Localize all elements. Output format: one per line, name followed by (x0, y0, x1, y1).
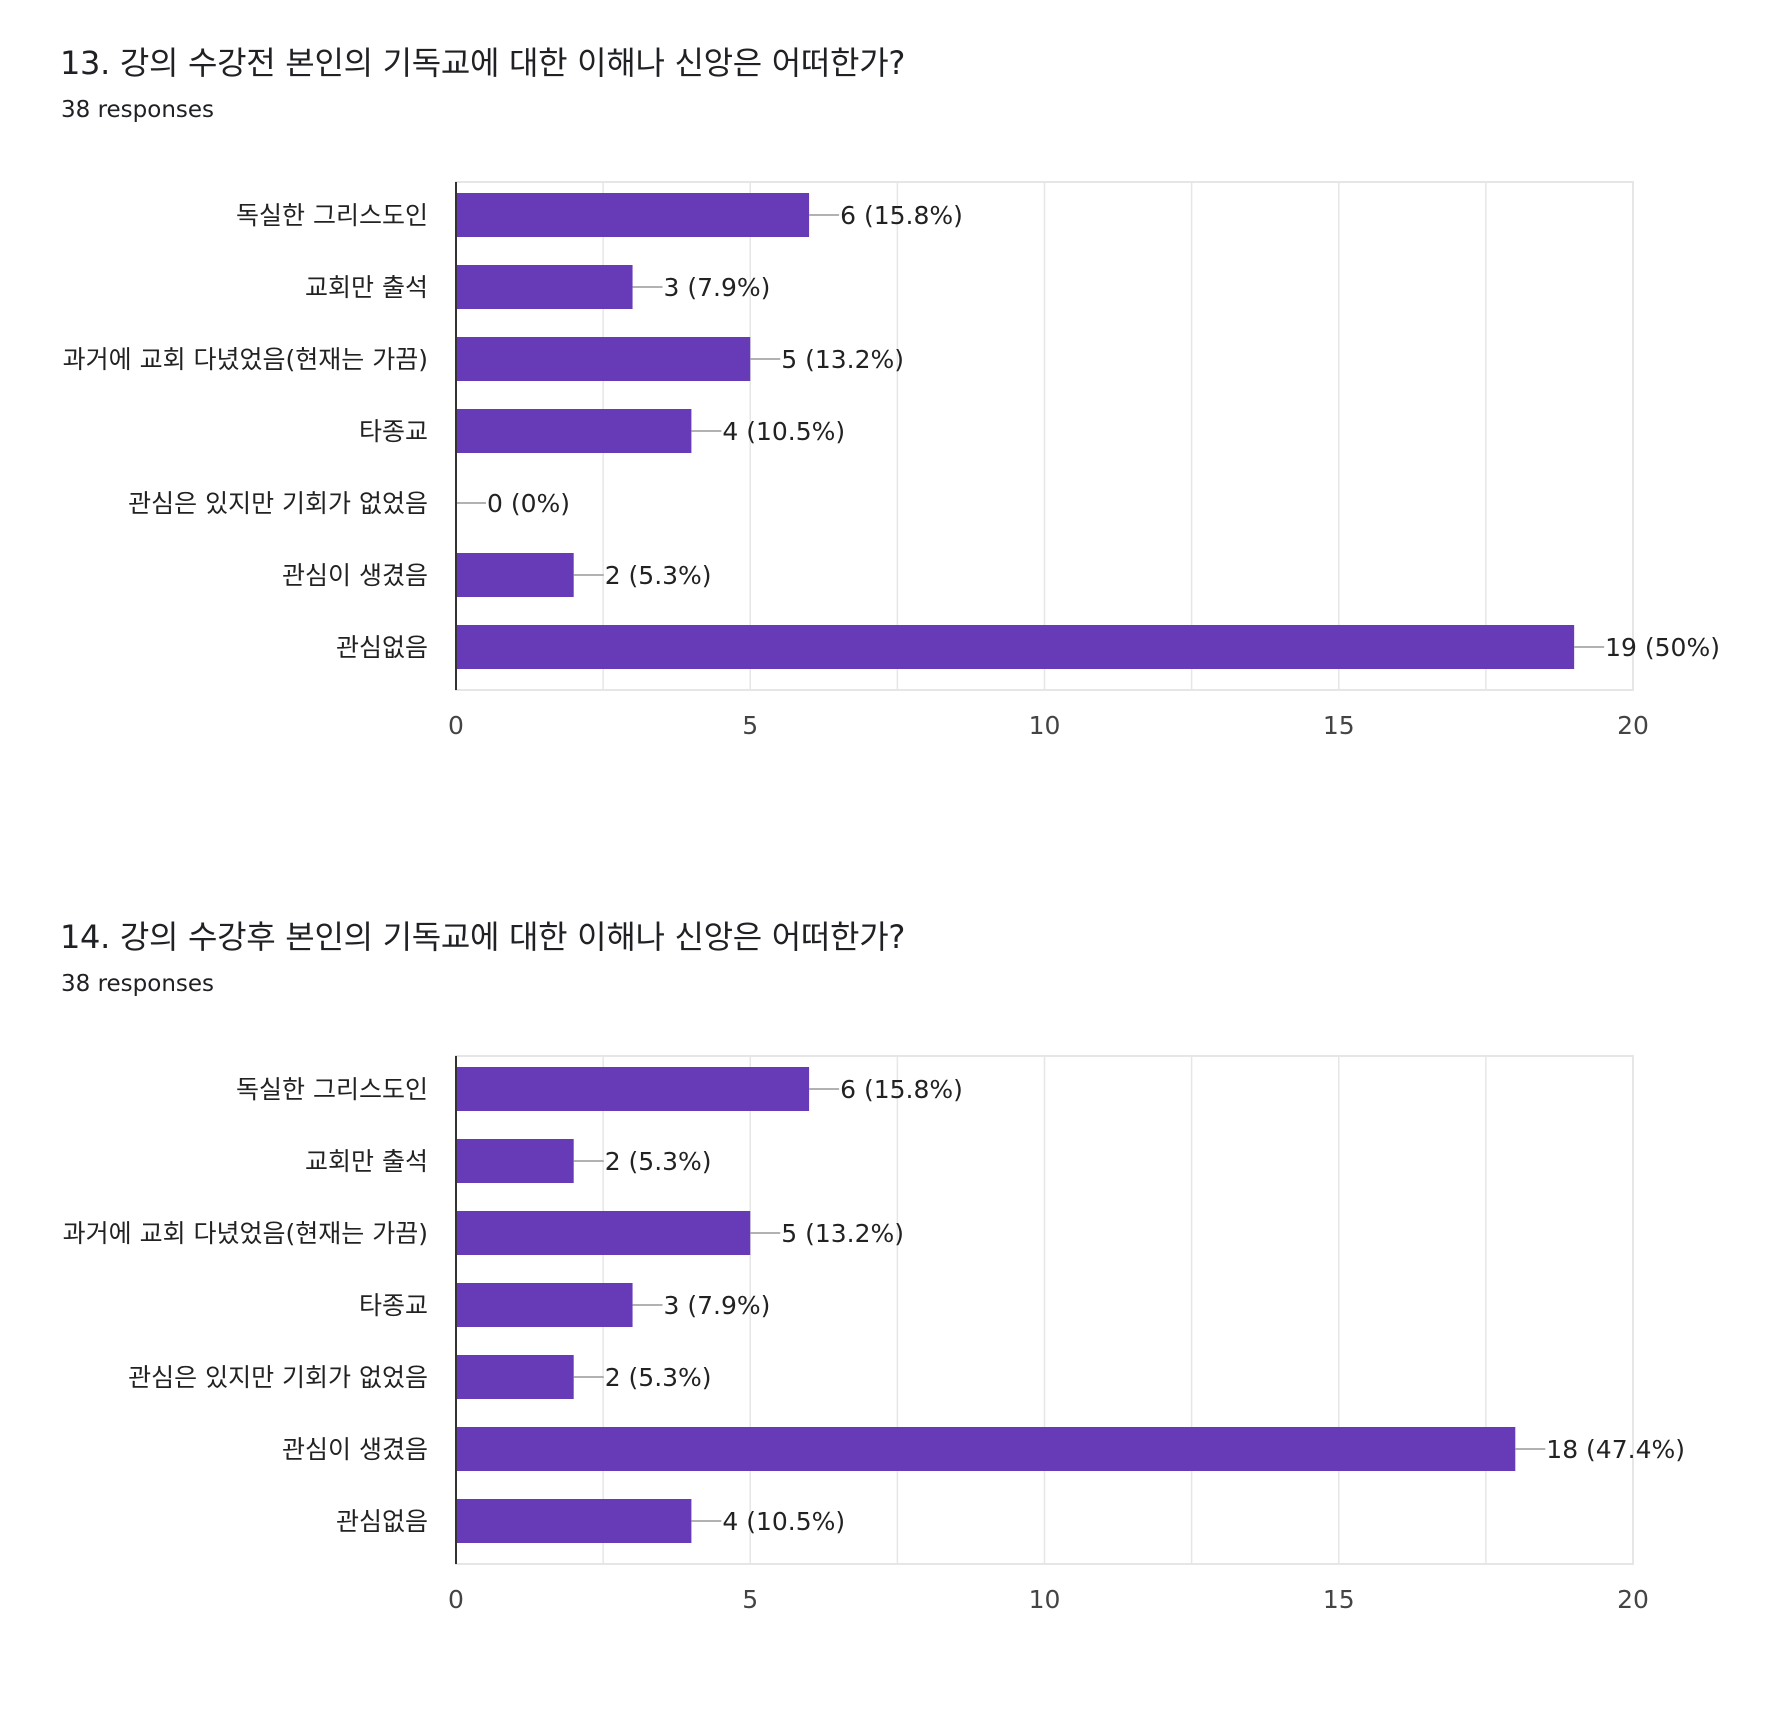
question-14-card: 14. 강의 수강후 본인의 기독교에 대한 이해나 신앙은 어떠한가? 38 … (0, 874, 1788, 1734)
bar (456, 193, 810, 237)
bar-chart: 6 (15.8%) 독실한 그리스도인 2 (5.3%) 교회만 출석 5 (13.2%… (63, 1055, 1685, 1614)
data-label: 2 (5.3%) (605, 561, 712, 590)
x-tick-label: 15 (1323, 711, 1355, 740)
data-label: 0 (0%) (487, 489, 570, 518)
bar (456, 409, 692, 453)
bar (456, 1211, 751, 1255)
data-label: 18 (47.4%) (1546, 1435, 1685, 1464)
bar (456, 265, 633, 309)
category-label: 과거에 교회 다녔었음(현재는 가끔) (63, 1219, 428, 1248)
data-label: 19 (50%) (1605, 633, 1720, 662)
question-13-card: 13. 강의 수강전 본인의 기독교에 대한 이해나 신앙은 어떠한가? 38 … (0, 0, 1788, 860)
x-tick-label: 20 (1617, 711, 1649, 740)
response-count: 38 responses (61, 971, 215, 997)
category-label: 교회만 출석 (305, 273, 428, 302)
data-label: 4 (10.5%) (722, 417, 845, 446)
bar (456, 1067, 810, 1111)
bar (456, 1139, 574, 1183)
x-tick-label: 0 (448, 711, 464, 740)
data-label: 5 (13.2%) (781, 1219, 904, 1248)
category-label: 과거에 교회 다녔었음(현재는 가끔) (63, 345, 428, 374)
category-label: 관심은 있지만 기회가 없었음 (128, 1363, 428, 1392)
category-label: 관심이 생겼음 (282, 1435, 428, 1464)
data-label: 2 (5.3%) (605, 1147, 712, 1176)
x-tick-label: 10 (1029, 711, 1061, 740)
bar (456, 553, 574, 597)
question-title: 14. 강의 수강후 본인의 기독교에 대한 이해나 신앙은 어떠한가? (60, 918, 906, 956)
x-tick-label: 15 (1323, 1585, 1355, 1614)
response-count: 38 responses (61, 97, 215, 123)
category-label: 관심없음 (336, 1507, 428, 1536)
data-label: 6 (15.8%) (840, 201, 963, 230)
data-label: 4 (10.5%) (722, 1507, 845, 1536)
x-tick-label: 20 (1617, 1585, 1649, 1614)
data-label: 6 (15.8%) (840, 1075, 963, 1104)
question-title: 13. 강의 수강전 본인의 기독교에 대한 이해나 신앙은 어떠한가? (60, 44, 906, 82)
category-label: 교회만 출석 (305, 1147, 428, 1176)
bar (456, 625, 1575, 669)
x-tick-label: 5 (742, 711, 758, 740)
bar-chart: 6 (15.8%) 독실한 그리스도인 3 (7.9%) 교회만 출석 5 (13.2%… (63, 181, 1720, 740)
data-label: 3 (7.9%) (664, 273, 771, 302)
category-label: 독실한 그리스도인 (236, 1075, 428, 1104)
category-label: 타종교 (359, 417, 428, 446)
data-label: 2 (5.3%) (605, 1363, 712, 1392)
data-label: 3 (7.9%) (664, 1291, 771, 1320)
bar (456, 1427, 1516, 1471)
category-label: 타종교 (359, 1291, 428, 1320)
category-label: 관심없음 (336, 633, 428, 662)
category-label: 관심은 있지만 기회가 없었음 (128, 489, 428, 518)
bar (456, 1499, 692, 1543)
bar (456, 1355, 574, 1399)
bar (456, 337, 751, 381)
category-label: 관심이 생겼음 (282, 561, 428, 590)
bar (456, 1283, 633, 1327)
x-tick-label: 5 (742, 1585, 758, 1614)
x-tick-label: 0 (448, 1585, 464, 1614)
x-tick-label: 10 (1029, 1585, 1061, 1614)
data-label: 5 (13.2%) (781, 345, 904, 374)
category-label: 독실한 그리스도인 (236, 201, 428, 230)
